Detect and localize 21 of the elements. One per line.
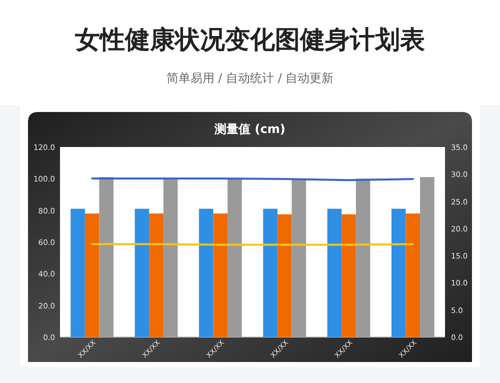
bar [228,178,242,337]
chart-title: 女性健康状况变化图健身计划表 [74,25,425,54]
bar [406,214,420,337]
bar [149,214,164,337]
bar [342,214,356,337]
bar [391,208,406,337]
bar [356,178,370,337]
bar [84,214,100,337]
bar [134,208,150,337]
bar [292,178,306,337]
bar [263,208,278,337]
bar [198,208,214,337]
bar [213,214,228,337]
chart-subtitle: 简单易用 / 自动统计 / 自动更新 [166,71,334,85]
bar [327,208,342,337]
bar [99,177,114,337]
bar [420,177,434,337]
text: 测量值 (cm) [214,122,286,136]
bar [163,178,178,337]
bar [70,208,85,337]
bar [277,214,292,337]
